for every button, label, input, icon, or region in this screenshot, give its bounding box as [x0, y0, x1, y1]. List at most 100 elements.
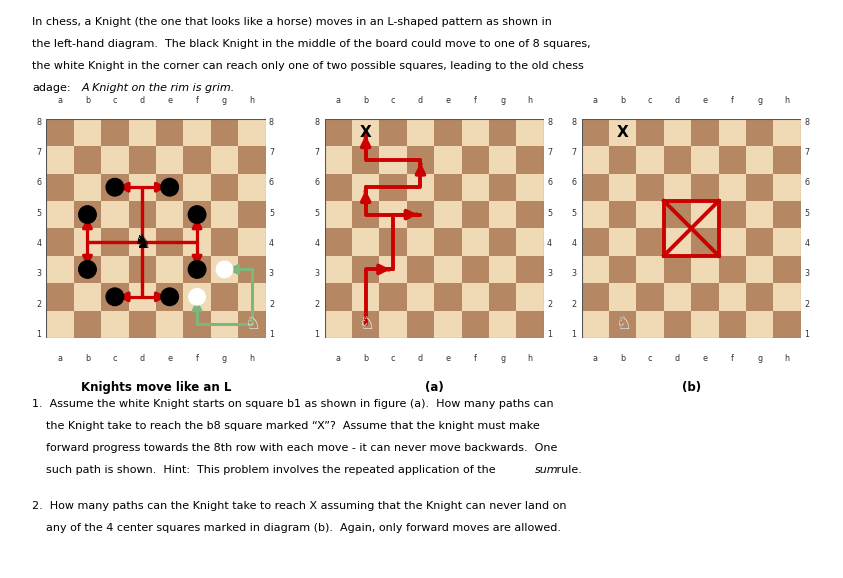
Text: (b): (b) [682, 381, 701, 394]
Text: g: g [757, 354, 762, 363]
Text: 8: 8 [269, 117, 274, 127]
Text: 6: 6 [36, 178, 41, 187]
Bar [101, 201, 129, 228]
Bar [74, 173, 101, 201]
Text: a: a [57, 96, 62, 105]
Text: the left-hand diagram.  The black Knight in the middle of the board could move t: the left-hand diagram. The black Knight … [32, 39, 591, 49]
Text: a: a [336, 96, 341, 105]
Bar [462, 173, 489, 201]
Bar [582, 283, 609, 310]
Bar [325, 310, 352, 338]
Text: ♘: ♘ [244, 315, 260, 333]
Bar [129, 283, 156, 310]
Bar [407, 255, 434, 283]
Circle shape [78, 206, 96, 223]
Bar [156, 255, 184, 283]
Text: 4: 4 [314, 239, 319, 248]
Bar [239, 201, 266, 228]
Text: f: f [731, 354, 733, 363]
Bar [379, 146, 407, 173]
Text: h: h [250, 354, 255, 363]
Text: a: a [336, 354, 341, 363]
Bar [582, 146, 609, 173]
Bar [691, 146, 719, 173]
Bar [101, 283, 129, 310]
Bar [46, 201, 74, 228]
Text: adage:: adage: [32, 83, 71, 93]
Text: d: d [675, 354, 680, 363]
Bar [746, 283, 774, 310]
Circle shape [161, 179, 179, 196]
Text: 8: 8 [36, 117, 41, 127]
Text: 2.  How many paths can the Knight take to reach X assuming that the Knight can n: 2. How many paths can the Knight take to… [32, 501, 566, 511]
Bar [239, 310, 266, 338]
Bar [691, 118, 719, 146]
Text: e: e [167, 96, 172, 105]
Bar [609, 146, 636, 173]
Bar [516, 118, 544, 146]
Text: ♘: ♘ [615, 315, 631, 333]
Bar [664, 118, 691, 146]
Text: f: f [196, 96, 198, 105]
Bar [636, 310, 664, 338]
Bar [379, 283, 407, 310]
Bar [184, 255, 211, 283]
Bar [239, 228, 266, 255]
Text: 2: 2 [36, 299, 41, 309]
Text: such path is shown.  Hint:  This problem involves the repeated application of th: such path is shown. Hint: This problem i… [32, 465, 496, 475]
Bar [636, 255, 664, 283]
Text: e: e [702, 354, 707, 363]
Bar [489, 146, 516, 173]
Bar [609, 173, 636, 201]
Bar [379, 228, 407, 255]
Bar [773, 118, 801, 146]
Bar [434, 255, 462, 283]
Circle shape [78, 261, 96, 278]
Text: 2: 2 [314, 299, 319, 309]
Bar [129, 310, 156, 338]
Bar [746, 255, 774, 283]
Bar [325, 146, 352, 173]
Bar [462, 146, 489, 173]
Text: g: g [222, 96, 227, 105]
Bar [239, 118, 266, 146]
Bar [516, 146, 544, 173]
Bar [516, 173, 544, 201]
Bar [46, 173, 74, 201]
Text: f: f [731, 96, 733, 105]
Bar [489, 228, 516, 255]
Bar [516, 283, 544, 310]
Bar [609, 255, 636, 283]
Text: b: b [85, 96, 90, 105]
Bar [462, 228, 489, 255]
Bar [691, 283, 719, 310]
Bar [129, 118, 156, 146]
Bar [582, 255, 609, 283]
Bar [239, 283, 266, 310]
Circle shape [217, 261, 233, 277]
Bar [462, 118, 489, 146]
Bar [636, 146, 664, 173]
Circle shape [188, 206, 206, 223]
Text: any of the 4 center squares marked in diagram (b).  Again, only forward moves ar: any of the 4 center squares marked in di… [32, 523, 561, 533]
Bar [636, 118, 664, 146]
Bar [462, 201, 489, 228]
Bar [462, 255, 489, 283]
Bar [718, 118, 746, 146]
Text: 2: 2 [572, 299, 577, 309]
Bar [129, 201, 156, 228]
Bar [746, 310, 774, 338]
Bar [691, 173, 719, 201]
Bar [156, 173, 184, 201]
Text: 3: 3 [804, 269, 809, 279]
Text: h: h [785, 354, 790, 363]
Text: d: d [140, 354, 145, 363]
Text: 3: 3 [572, 269, 577, 279]
Text: X: X [360, 125, 372, 140]
Bar [74, 255, 101, 283]
Circle shape [189, 288, 206, 305]
Bar [489, 255, 516, 283]
Bar [609, 201, 636, 228]
Text: 8: 8 [547, 117, 552, 127]
Text: 8: 8 [314, 117, 319, 127]
